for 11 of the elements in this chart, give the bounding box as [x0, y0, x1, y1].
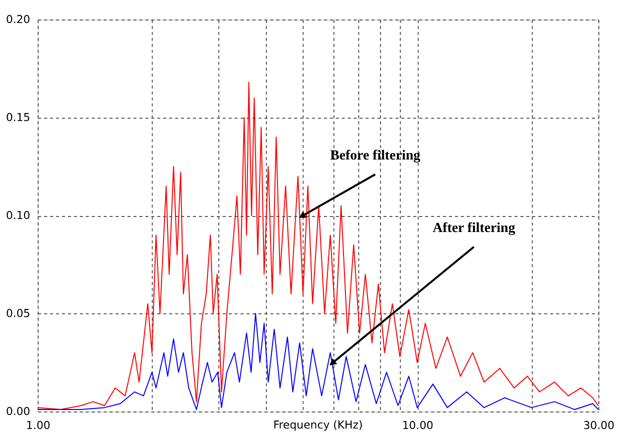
- x-tick-label: 30.00: [583, 418, 614, 432]
- x-tick-label: 10.00: [402, 418, 434, 432]
- y-tick-label: 0.05: [6, 306, 30, 320]
- x-tick-label: 1.00: [26, 418, 50, 432]
- annotation: Before filtering: [330, 148, 420, 164]
- y-tick-label: 0.00: [6, 404, 30, 418]
- annotation: After filtering: [432, 221, 516, 236]
- y-tick-label: 0.20: [6, 13, 30, 26]
- x-axis-title: Frequency (KHz): [273, 418, 363, 432]
- y-tick-label: 0.15: [6, 111, 30, 124]
- y-tick-label: 0.10: [6, 208, 30, 222]
